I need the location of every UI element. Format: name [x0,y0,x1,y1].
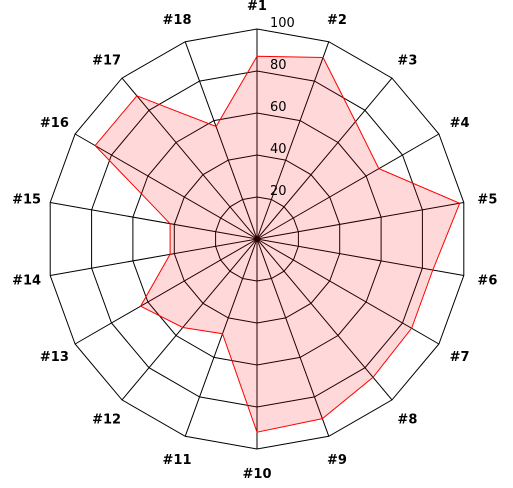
spoke-label-1: #1 [247,0,267,14]
spoke-4 [256,133,440,240]
radial-tick-labels: 20 40 60 80 100 [270,16,295,199]
spoke-18 [184,41,258,240]
spoke-label-7: #7 [450,350,470,365]
spoke-labels: #1 #2 #3 #4 #5 #6 #7 #8 #9 #10 #11 #12 #13 #14 #15 #16 #… [12,0,497,482]
tick-label-100: 100 [270,16,295,31]
spoke-8 [256,238,393,401]
grid-spokes [50,29,464,449]
spoke-3 [256,77,393,240]
spoke-16 [74,133,258,240]
spoke-label-12: #12 [92,412,121,427]
data-polygon [94,55,461,433]
tick-label-60: 60 [270,100,287,115]
spoke-label-13: #13 [40,350,69,365]
spoke-label-18: #18 [163,13,192,28]
spoke-14 [50,238,258,276]
spoke-label-16: #16 [40,116,69,131]
spoke-2 [256,41,330,240]
spoke-5 [256,202,464,240]
spoke-6 [256,238,464,276]
spoke-label-2: #2 [327,13,347,28]
tick-label-80: 80 [270,58,287,73]
spoke-11 [184,238,258,437]
spoke-label-6: #6 [477,274,497,289]
spoke-label-10: #10 [243,467,272,482]
spoke-label-17: #17 [92,54,121,69]
spoke-label-11: #11 [163,453,192,468]
spoke-label-8: #8 [397,412,417,427]
spoke-7 [256,238,440,345]
spoke-label-9: #9 [327,453,347,468]
spoke-15 [50,202,258,240]
tick-label-40: 40 [270,142,287,157]
spoke-13 [74,238,258,345]
spoke-label-3: #3 [397,54,417,69]
spoke-label-5: #5 [477,192,497,207]
tick-label-20: 20 [270,184,287,199]
spoke-17 [121,77,258,240]
spoke-12 [121,238,258,401]
data-series [94,55,461,433]
spoke-label-14: #14 [12,274,41,289]
spoke-label-4: #4 [450,116,470,131]
spoke-label-15: #15 [12,192,41,207]
spoke-9 [256,238,330,437]
